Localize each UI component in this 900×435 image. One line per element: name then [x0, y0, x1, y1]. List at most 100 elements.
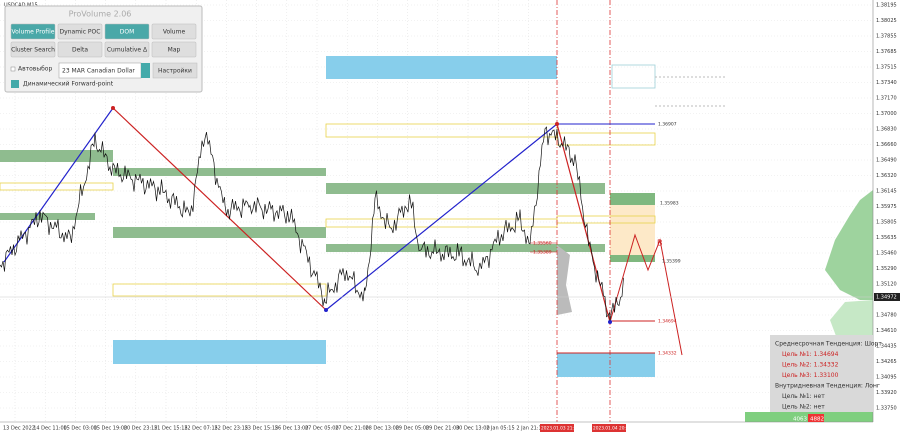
- level-label: 1.35560: [533, 241, 552, 247]
- time-marker-label: 2023.01.04 20:30: [593, 426, 632, 432]
- panel-button[interactable]: [151, 23, 197, 40]
- profile: [825, 190, 873, 300]
- info-line: Цель №2: нет: [782, 404, 825, 411]
- price-label: 1.36830: [876, 127, 897, 133]
- time-axis-bg: [0, 422, 873, 435]
- button-label: Cluster Search: [11, 47, 55, 54]
- select-arrow[interactable]: [141, 63, 150, 78]
- time-label: 2 Jan 21:15: [516, 426, 544, 432]
- button-label: Cumulative Δ: [107, 47, 148, 54]
- pivot: [324, 308, 328, 312]
- info-box: Среднесрочная Тенденция: Шорт Цель №1: 1.…: [770, 335, 882, 412]
- volume-label: 4063: [793, 417, 807, 423]
- price-label: 1.35635: [876, 235, 897, 241]
- info-line: Среднесрочная Тенденция: Шорт: [775, 341, 882, 348]
- time-label: 26 Dec 13:00: [275, 426, 309, 432]
- zones: [0, 56, 725, 377]
- settings-label: Настройки: [158, 68, 192, 75]
- annotations: 1.36907 1.35983 1.35399 1.34694 1.34332 1.355…: [533, 122, 681, 357]
- panel-button[interactable]: [104, 41, 150, 58]
- pivot: [555, 122, 559, 126]
- price-label: 1.34095: [876, 375, 897, 381]
- price-label: 1.35460: [876, 251, 897, 257]
- panel-button[interactable]: [151, 41, 197, 58]
- forecast-mark: B: [657, 239, 663, 248]
- forecast: [609, 233, 683, 356]
- current-price-tag: [874, 293, 900, 301]
- green-zone: [0, 150, 113, 162]
- level-label: 1.35389: [533, 250, 552, 256]
- axes: 1.38195 1.38025 1.37855 1.37685 1.37515 1.373…: [3, 3, 900, 432]
- time-label: 23 Dec 15:15: [245, 426, 279, 432]
- forward-point: Динамический Forward-point: [23, 81, 114, 88]
- info-line: Внутридневная Тенденция: Лонг: [775, 383, 880, 390]
- price-label: 1.34265: [876, 359, 897, 365]
- level-label: 1.35983: [660, 201, 679, 207]
- price-axis-bg: [873, 0, 900, 435]
- panel-button[interactable]: [10, 41, 56, 58]
- price-label: 1.34610: [876, 328, 897, 334]
- time-label: 21 Dec 15:15: [154, 426, 188, 432]
- wave-down: [112, 107, 327, 311]
- time-label: 29 Dec 05:00: [396, 426, 430, 432]
- panel-title: ProVolume 2.06: [69, 10, 132, 19]
- profile: [557, 245, 572, 315]
- button-label: Volume: [163, 29, 186, 36]
- price-label: 1.37340: [876, 80, 897, 86]
- button-label: Dynamic POC: [60, 29, 101, 36]
- time-label: 14 Dec 11:00: [33, 426, 67, 432]
- green-zone: [0, 213, 95, 220]
- forward-toggle[interactable]: [11, 80, 19, 88]
- price-label: 1.34435: [876, 344, 897, 350]
- info-line: Цель №2: 1.34332: [782, 362, 839, 369]
- settings-button[interactable]: [152, 62, 198, 79]
- wave-down: [556, 123, 611, 323]
- price-label: 1.33750: [876, 406, 897, 412]
- price-label: 1.35975: [876, 204, 897, 210]
- info-line: Цель №3: 1.33100: [782, 372, 839, 379]
- level-label: 1.34694: [658, 319, 677, 325]
- info-line: Цель №1: нет: [782, 393, 825, 400]
- price-label: 1.37515: [876, 65, 897, 71]
- info-lines: Среднесрочная Тенденция: Шорт Цель №1: 1.…: [775, 341, 882, 411]
- price-label: 1.38025: [876, 18, 897, 24]
- button-label: Volume Profile: [12, 29, 55, 36]
- info-panel: [770, 335, 873, 412]
- time-label: 28 Dec 13:00: [365, 426, 399, 432]
- green-zone: [610, 255, 655, 262]
- time-label: 22 Dec 07:15: [184, 426, 218, 432]
- time-label: 29 Dec 21:00: [426, 426, 460, 432]
- level-label: 1.35399: [662, 259, 681, 265]
- time-label: 13 Dec 2022: [3, 426, 35, 432]
- green-zone: [610, 193, 655, 205]
- green-zone: [326, 244, 605, 252]
- yellow-zone: [556, 132, 656, 146]
- checkbox[interactable]: [10, 66, 16, 72]
- time-label: 15 Dec 03:00: [63, 426, 97, 432]
- price-label: 1.37170: [876, 96, 897, 102]
- panel-button[interactable]: [57, 23, 103, 40]
- button-label: Delta: [72, 47, 88, 54]
- panel-button[interactable]: [10, 23, 56, 40]
- panel-button[interactable]: [104, 23, 150, 40]
- button-label: DOM: [120, 29, 135, 36]
- panel-button[interactable]: [57, 41, 103, 58]
- green-zone: [113, 227, 326, 238]
- price-label: 1.36145: [876, 189, 897, 195]
- price-label: 1.34780: [876, 313, 897, 319]
- orange-zone: [610, 205, 655, 255]
- provolume-panel: ProVolume 2.06 Volume Profile Dynamic POC…: [4, 5, 203, 93]
- time-label: 30 Dec 13:00: [456, 426, 490, 432]
- green-zone: [113, 168, 326, 176]
- instrument: 23 MAR Canadian Dollar: [62, 68, 135, 75]
- price-label: 1.35120: [876, 282, 897, 288]
- info-line: Цель №1: 1.34694: [782, 351, 839, 358]
- time-label: 27 Dec 21:00: [335, 426, 369, 432]
- wave-up: [325, 123, 558, 311]
- volume-tag: [808, 414, 824, 422]
- price-label: 1.35805: [876, 220, 897, 226]
- auto-label: Автовыбор: [18, 66, 52, 73]
- time-label: 22 Dec 23:15: [214, 426, 248, 432]
- blue-zone: [113, 340, 326, 364]
- green-zone: [326, 183, 605, 194]
